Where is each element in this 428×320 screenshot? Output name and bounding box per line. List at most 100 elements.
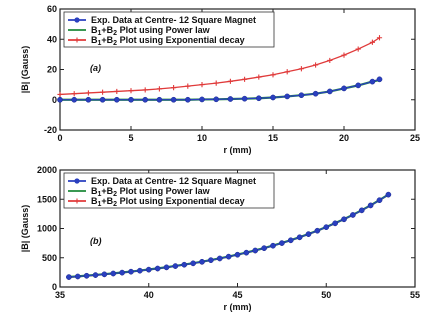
x-tick-label: 40: [144, 290, 154, 300]
x-tick-label: 25: [410, 133, 420, 143]
data-point: [85, 96, 92, 103]
y-tick-label: 500: [42, 253, 57, 263]
y-tick-label: 0: [52, 282, 57, 292]
data-point: [341, 52, 347, 58]
data-point: [252, 247, 259, 254]
data-point: [255, 95, 262, 102]
data-point: [284, 93, 291, 100]
data-point: [199, 258, 205, 265]
data-point: [71, 96, 78, 103]
data-point: [199, 96, 205, 103]
data-point: [208, 257, 214, 263]
series-2: [57, 35, 383, 98]
y-tick-label: 20: [47, 65, 57, 75]
y-tick-label: 60: [47, 4, 57, 14]
data-point: [256, 74, 262, 80]
data-point: [312, 90, 319, 97]
legend-marker: [74, 17, 80, 23]
data-point: [261, 245, 267, 252]
y-tick-label: 0: [52, 95, 57, 105]
legend: Exp. Data at Centre- 12 Square MagnetB1+…: [63, 11, 275, 48]
data-point: [85, 90, 91, 96]
data-point: [128, 96, 134, 103]
data-point: [298, 92, 305, 99]
data-point: [92, 272, 99, 278]
legend-marker: [74, 37, 80, 43]
data-point: [298, 66, 304, 72]
data-point: [241, 95, 248, 102]
panel-label: (a): [90, 63, 101, 73]
data-point: [101, 271, 108, 278]
data-point: [199, 82, 205, 88]
y-tick-label: 1000: [37, 224, 57, 234]
data-point: [154, 265, 161, 272]
data-point: [350, 212, 356, 218]
data-point: [142, 96, 149, 103]
legend-marker: [74, 198, 80, 204]
y-axis-label: |B| (Gauss): [20, 46, 30, 94]
data-point: [243, 249, 250, 256]
legend-box: [63, 172, 275, 209]
data-point: [376, 35, 383, 41]
data-point: [57, 96, 63, 103]
data-point: [314, 227, 321, 234]
data-point: [114, 88, 120, 95]
series-0: [66, 191, 392, 280]
legend-label: B1+B2 Plot using Exponential decay: [91, 196, 245, 208]
x-tick-label: 0: [57, 133, 62, 143]
x-axis-label: r (mm): [223, 145, 251, 155]
data-point: [57, 91, 63, 98]
x-tick-label: 55: [410, 290, 420, 300]
data-point: [145, 266, 152, 273]
data-point: [137, 267, 143, 274]
data-point: [367, 202, 374, 209]
data-point: [385, 191, 392, 198]
y-tick-label: 40: [47, 34, 57, 44]
data-point: [225, 253, 232, 260]
y-axis-label: |B| (Gauss): [20, 205, 30, 253]
data-point: [99, 96, 106, 103]
data-point: [284, 69, 290, 75]
data-point: [376, 76, 383, 83]
data-point: [113, 96, 120, 103]
data-point: [185, 83, 191, 89]
data-point: [213, 80, 219, 86]
data-point: [184, 96, 191, 103]
x-tick-label: 20: [339, 133, 349, 143]
chart-panel-b: 35 40 45 50 55 0 500 1000 1500 2000 r (mm) |B| (Gau…: [20, 165, 420, 312]
x-tick-label: 50: [321, 290, 331, 300]
data-point: [216, 255, 223, 262]
data-point: [355, 46, 361, 52]
data-point: [296, 234, 303, 241]
data-point: [369, 39, 375, 45]
data-point: [287, 237, 294, 244]
y-tick-label: 2000: [37, 165, 57, 175]
data-point: [376, 197, 383, 204]
data-point: [181, 261, 188, 268]
data-point: [270, 94, 276, 101]
data-point: [341, 216, 347, 223]
legend-label: Exp. Data at Centre- 12 Square Magnet: [91, 15, 256, 25]
data-point: [234, 251, 241, 258]
data-point: [156, 96, 163, 103]
data-point: [74, 273, 81, 280]
legend: Exp. Data at Centre- 12 Square MagnetB1+…: [63, 172, 275, 209]
data-point: [270, 242, 276, 249]
data-point: [213, 96, 220, 103]
legend-box: [63, 11, 275, 48]
data-point: [163, 264, 170, 271]
data-point: [100, 89, 106, 95]
data-point: [71, 91, 77, 97]
x-tick-label: 35: [55, 290, 65, 300]
data-point: [171, 85, 177, 91]
data-point: [66, 274, 72, 280]
data-point: [172, 263, 179, 269]
x-tick-label: 15: [268, 133, 278, 143]
data-point: [341, 85, 347, 92]
data-point: [369, 78, 376, 85]
data-point: [326, 88, 333, 95]
data-point: [332, 220, 338, 227]
legend-marker: [74, 178, 80, 184]
data-point: [170, 96, 177, 103]
